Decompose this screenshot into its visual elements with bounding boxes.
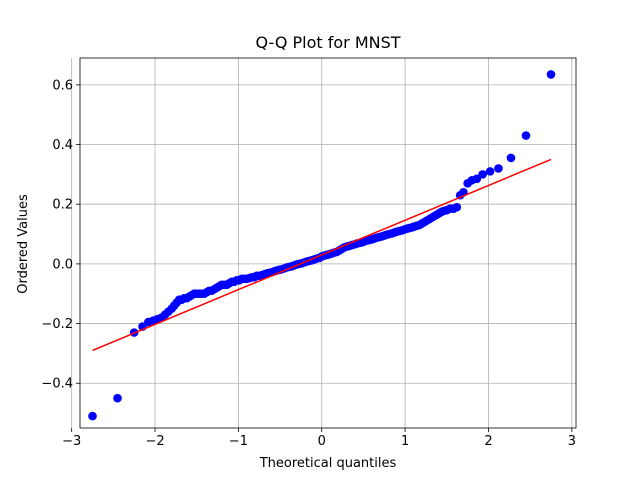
x-tick-label: −2 bbox=[145, 434, 164, 449]
y-tick-label: 0.6 bbox=[52, 78, 73, 93]
data-point bbox=[113, 393, 122, 403]
x-tick-label: 3 bbox=[568, 434, 576, 449]
fit-line-layer bbox=[92, 158, 552, 352]
y-tick-label: 0.4 bbox=[52, 138, 73, 153]
fit-line bbox=[92, 158, 552, 352]
data-point bbox=[521, 131, 531, 140]
x-tick-label: −3 bbox=[62, 434, 81, 449]
data-point bbox=[506, 153, 516, 163]
y-tick-label: 0.2 bbox=[52, 198, 73, 213]
data-point bbox=[88, 411, 97, 421]
x-tick-label: 2 bbox=[484, 434, 492, 449]
x-tick-label: −1 bbox=[229, 434, 248, 449]
data-point bbox=[478, 170, 487, 179]
x-tick-label: 0 bbox=[318, 434, 326, 449]
data-point bbox=[485, 167, 495, 176]
grid-lines bbox=[71, 58, 576, 428]
data-point bbox=[546, 70, 556, 79]
x-axis-ticks: −3 −2 −1 0 1 2 3 bbox=[62, 428, 576, 449]
x-tick-label: 1 bbox=[401, 434, 409, 449]
x-axis-label: Theoretical quantiles bbox=[259, 456, 397, 471]
plot-frame bbox=[79, 57, 577, 429]
y-tick-label: −0.2 bbox=[41, 317, 73, 332]
y-axis-label: Ordered Values bbox=[16, 194, 31, 294]
chart-title: Q-Q Plot for MNST bbox=[255, 33, 400, 52]
y-tick-label: 0.0 bbox=[52, 257, 73, 272]
data-point bbox=[452, 202, 462, 212]
y-tick-label: −0.4 bbox=[41, 377, 73, 392]
y-axis-ticks: −0.4 −0.2 0.0 0.2 0.4 0.6 bbox=[41, 78, 80, 392]
data-point bbox=[494, 164, 503, 173]
data-point bbox=[472, 174, 482, 184]
